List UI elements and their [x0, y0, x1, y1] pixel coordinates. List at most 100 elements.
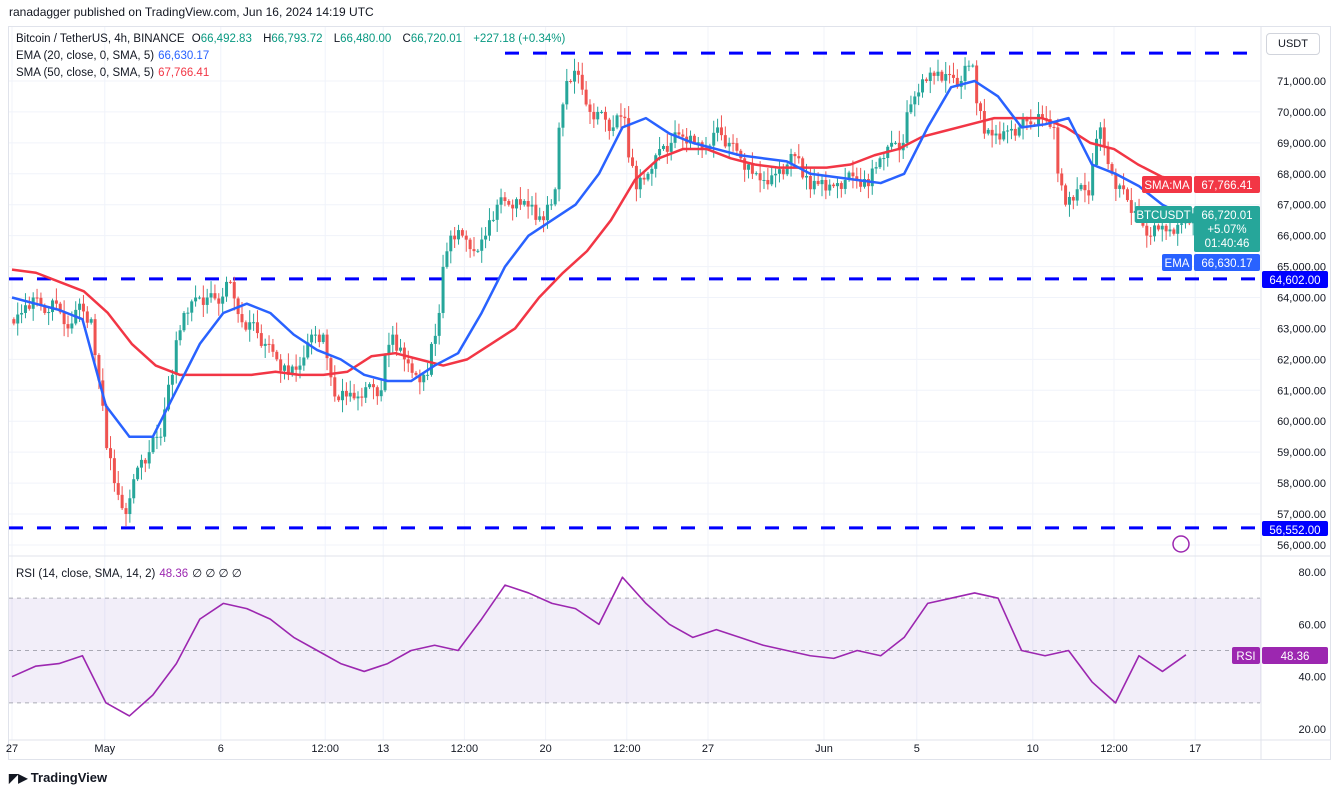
ema-tag-bg	[1162, 254, 1192, 271]
candle-body	[611, 127, 615, 131]
candle-body	[491, 219, 495, 221]
candle-body	[1122, 185, 1126, 190]
candle-body	[279, 359, 283, 371]
candle	[793, 152, 797, 165]
candle	[120, 486, 124, 510]
time-tick-label: 5	[914, 743, 920, 755]
symbol-tag: BTCUSDT	[1135, 206, 1192, 223]
candle	[835, 177, 839, 199]
candle-body	[542, 216, 546, 221]
candle-body	[472, 249, 476, 252]
candle-body	[1083, 184, 1087, 191]
candle	[414, 370, 418, 377]
ema-legend[interactable]: EMA (20, close, 0, SMA, 5) 66,630.17	[16, 50, 210, 62]
candle	[85, 306, 89, 328]
candle	[1160, 220, 1164, 242]
candle	[719, 115, 723, 141]
symbol-legend: Bitcoin / TetherUS, 4h, BINANCE O66,492.…	[16, 33, 566, 45]
candle-body	[78, 303, 82, 310]
candle-body	[167, 384, 171, 410]
candle	[576, 62, 580, 84]
price-tick-label: 66,000.00	[1277, 231, 1326, 243]
close-value: 66,720.01	[410, 33, 463, 45]
candle-body	[163, 409, 167, 437]
candle	[487, 208, 491, 241]
candle	[770, 166, 774, 187]
candle	[1056, 118, 1060, 183]
candle-body	[592, 111, 596, 120]
candle	[39, 292, 43, 311]
candle-body	[321, 334, 325, 343]
candle-body	[360, 396, 364, 398]
candle-body	[507, 201, 511, 205]
candle-body	[1056, 127, 1060, 174]
candle-body	[890, 142, 894, 147]
candle	[213, 284, 217, 301]
candle	[484, 226, 488, 249]
candle-body	[696, 142, 700, 144]
candle-body	[352, 392, 356, 399]
candle	[1009, 120, 1013, 140]
candle-body	[553, 189, 557, 205]
candle-body	[631, 157, 635, 166]
candle-body	[151, 437, 155, 453]
candle-body	[1129, 200, 1133, 213]
candle	[209, 281, 213, 303]
candle-body	[843, 179, 847, 189]
candle-body	[963, 65, 967, 81]
rsi-tick-label: 20.00	[1298, 724, 1326, 736]
candle-body	[1102, 127, 1106, 147]
candle-body	[368, 384, 372, 388]
candle	[116, 471, 120, 501]
sma-legend[interactable]: SMA (50, close, 0, SMA, 5) 67,766.41	[16, 67, 210, 79]
candle-body	[460, 230, 464, 236]
symbol-title[interactable]: Bitcoin / TetherUS, 4h, BINANCE	[16, 33, 185, 45]
rsi-legend[interactable]: RSI (14, close, SMA, 14, 2) 48.36 ∅ ∅ ∅ ∅	[16, 568, 242, 580]
candle-body	[66, 324, 70, 329]
candle-body	[136, 467, 140, 480]
candle	[182, 311, 186, 333]
time-tick-label: 27	[702, 743, 714, 755]
candle-body	[1125, 189, 1129, 201]
candle	[928, 67, 932, 94]
candle-body	[681, 134, 685, 137]
candle-body	[453, 235, 457, 240]
candle-body	[1017, 127, 1021, 136]
candle-body	[23, 305, 27, 313]
candle	[267, 335, 271, 353]
candle-body	[824, 179, 828, 191]
candle-body	[716, 127, 720, 133]
candle	[731, 134, 735, 152]
candle	[828, 179, 832, 196]
candle	[422, 372, 426, 391]
candle	[951, 62, 955, 84]
candle	[89, 317, 93, 325]
price-tick-label: 60,000.00	[1277, 416, 1326, 428]
candle-body	[209, 293, 213, 298]
candle-body	[526, 201, 530, 207]
candle-body	[1106, 146, 1110, 165]
currency-button[interactable]: USDT	[1266, 33, 1320, 55]
candle-body	[51, 300, 55, 313]
candle	[1191, 208, 1195, 236]
price-tick-label: 59,000.00	[1277, 447, 1326, 459]
tradingview-logo[interactable]: ◤▶ TradingView	[9, 770, 108, 785]
candle-body	[464, 235, 468, 240]
last-price-label: 66,720.01 +5.07% 01:40:46	[1194, 206, 1260, 252]
candle	[1037, 102, 1041, 137]
last-price-label-text: +5.07%	[1207, 224, 1246, 236]
candle-body	[170, 374, 174, 385]
candle-body	[437, 312, 441, 336]
candle-body	[979, 103, 983, 112]
candle-body	[1110, 164, 1114, 174]
candle-body	[178, 330, 182, 341]
candle-body	[414, 372, 418, 375]
candle	[371, 378, 375, 400]
candle-body	[994, 133, 998, 136]
candle-body	[936, 71, 940, 76]
candle-body	[12, 319, 16, 324]
candle	[549, 199, 553, 210]
candle	[147, 440, 151, 469]
candle	[321, 332, 325, 344]
